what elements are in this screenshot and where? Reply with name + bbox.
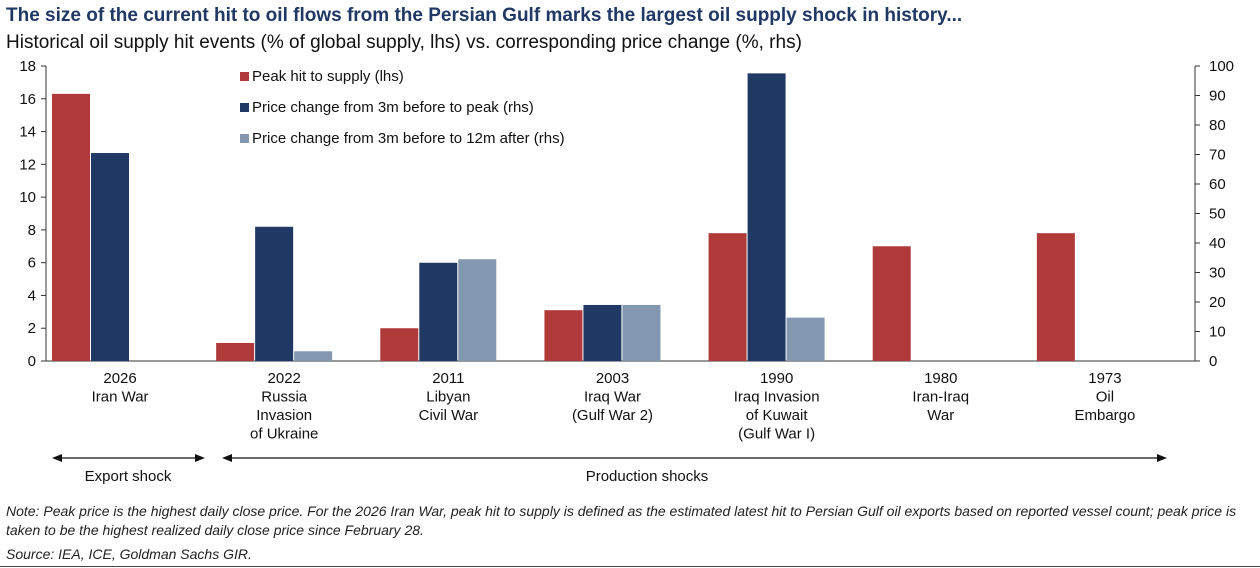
right-tick-label: 90: [1209, 88, 1226, 105]
bottom-divider: [0, 566, 1260, 567]
chart-title: The size of the current hit to oil flows…: [6, 5, 963, 26]
left-tick-label: 10: [19, 189, 36, 206]
category-label: Libyan: [426, 389, 470, 406]
production-shocks-arrow-arrowhead-left: [222, 454, 232, 462]
bar-3: [786, 317, 825, 361]
right-tick-label: 30: [1209, 265, 1226, 282]
category-label: 1980: [924, 370, 957, 387]
bar-2: [583, 304, 622, 361]
export-shock-arrow-arrowhead-right: [195, 454, 205, 462]
source-line: Source: IEA, ICE, Goldman Sachs GIR.: [6, 546, 252, 562]
category-label: Russia: [261, 389, 308, 406]
category-label: 1990: [760, 370, 793, 387]
chart-subtitle: Historical oil supply hit events (% of g…: [6, 32, 802, 53]
bar-3: [458, 259, 497, 361]
bar-1: [216, 342, 255, 361]
export-shock-label: Export shock: [85, 468, 172, 485]
left-tick-label: 12: [19, 156, 36, 173]
legend-entry-2: Price change from 3m before to peak (rhs…: [252, 99, 534, 116]
legend-swatch-2: [240, 103, 249, 112]
right-tick-label: 40: [1209, 235, 1226, 252]
legend-entry-1: Peak hit to supply (lhs): [252, 68, 404, 85]
category-label: 2022: [268, 370, 301, 387]
bar-2: [747, 73, 786, 361]
bar-2: [91, 153, 129, 361]
bar-3: [294, 351, 333, 361]
category-label: (Gulf War 2): [572, 407, 653, 424]
footnote: Note: Peak price is the highest daily cl…: [6, 503, 1237, 538]
category-label: 2011: [432, 370, 464, 387]
left-tick-label: 4: [28, 287, 36, 304]
category-label: 2026: [103, 370, 136, 387]
bar-1: [544, 310, 583, 361]
right-tick-label: 100: [1209, 58, 1234, 75]
production-shocks-label: Production shocks: [586, 468, 709, 485]
left-tick-label: 8: [28, 222, 36, 239]
right-tick-label: 70: [1209, 147, 1226, 164]
category-label: Iraq War: [584, 389, 641, 406]
bar-1: [1036, 233, 1075, 361]
legend-swatch-1: [240, 72, 249, 81]
bar-1: [52, 93, 90, 361]
left-tick-label: 2: [28, 320, 36, 337]
category-label: of Kuwait: [746, 407, 809, 424]
category-label: Iran War: [92, 389, 149, 406]
right-tick-label: 60: [1209, 176, 1226, 193]
bar-2: [419, 262, 458, 361]
category-label: Invasion: [256, 407, 312, 424]
left-tick-label: 16: [19, 91, 36, 108]
right-tick-label: 0: [1209, 353, 1217, 370]
left-tick-label: 6: [28, 255, 36, 272]
bar-1: [872, 246, 911, 361]
left-tick-label: 14: [19, 124, 36, 141]
bar-3: [622, 304, 661, 361]
category-label: (Gulf War I): [738, 426, 815, 443]
category-label: 1973: [1088, 370, 1121, 387]
right-tick-label: 80: [1209, 117, 1226, 134]
export-shock-arrow-arrowhead-left: [52, 454, 62, 462]
right-tick-label: 50: [1209, 206, 1226, 223]
category-label: Oil: [1096, 389, 1114, 406]
category-label: of Ukraine: [250, 426, 318, 443]
bar-2: [255, 226, 294, 361]
right-tick-label: 10: [1209, 324, 1226, 341]
bar-chart: 0 2 4 6 8 10 12 14 16 18 0 10 20 30 40 50 60 70 80 90 100 202…: [19, 58, 1234, 485]
production-shocks-arrow-arrowhead-right: [1157, 454, 1167, 462]
left-tick-label: 0: [28, 353, 36, 370]
category-label: Embargo: [1074, 407, 1135, 424]
bar-1: [380, 328, 419, 361]
category-label: War: [927, 407, 954, 424]
category-label: Civil War: [419, 407, 478, 424]
category-label: Iraq Invasion: [734, 389, 820, 406]
legend-entry-3: Price change from 3m before to 12m after…: [252, 130, 565, 147]
category-label: 2003: [596, 370, 629, 387]
category-label: Iran-Iraq: [912, 389, 969, 406]
legend-swatch-3: [240, 134, 249, 143]
bar-1: [708, 233, 747, 361]
left-tick-label: 18: [19, 58, 36, 75]
right-tick-label: 20: [1209, 294, 1226, 311]
